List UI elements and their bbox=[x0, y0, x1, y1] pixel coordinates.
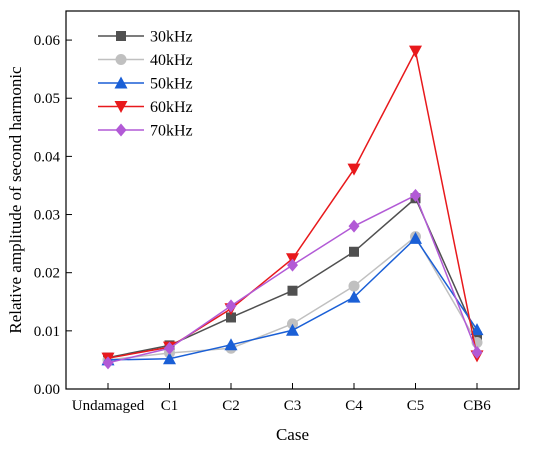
y-tick-label: 0.04 bbox=[34, 149, 61, 165]
legend-item-40kHz: 40kHz bbox=[98, 52, 193, 69]
y-tick-label: 0.03 bbox=[34, 208, 60, 224]
series-group bbox=[101, 45, 484, 370]
data-point bbox=[348, 219, 360, 233]
series-70kHz bbox=[102, 188, 483, 370]
series-50kHz bbox=[101, 231, 484, 366]
y-axis: 0.00 0.01 0.02 0.03 0.04 0.05 0.06 bbox=[34, 33, 72, 398]
data-point bbox=[163, 352, 176, 365]
x-tick-label: C1 bbox=[161, 398, 179, 414]
data-point bbox=[349, 246, 359, 257]
x-tick-label: CB6 bbox=[463, 398, 491, 414]
legend-label: 50kHz bbox=[150, 76, 193, 93]
legend-label: 70kHz bbox=[150, 123, 193, 140]
y-tick-label: 0.06 bbox=[34, 33, 61, 49]
y-axis-title: Relative amplitude of second harmonic bbox=[6, 66, 25, 334]
x-axis: Undamaged C1 C2 C3 C4 C5 CB6 bbox=[72, 383, 491, 414]
data-point bbox=[116, 31, 126, 41]
data-point bbox=[114, 76, 128, 89]
series-line bbox=[107, 194, 478, 364]
data-point bbox=[471, 345, 483, 359]
legend-item-30kHz: 30kHz bbox=[98, 29, 193, 46]
x-tick-label: C2 bbox=[222, 398, 240, 414]
data-point bbox=[410, 188, 421, 202]
series-line bbox=[107, 48, 478, 359]
data-point bbox=[114, 101, 128, 113]
data-point bbox=[115, 54, 127, 65]
series-60kHz bbox=[101, 45, 484, 365]
data-point bbox=[347, 290, 361, 303]
y-tick-label: 0.02 bbox=[34, 266, 60, 282]
data-point bbox=[409, 45, 422, 58]
y-tick-label: 0.00 bbox=[34, 382, 60, 398]
data-point bbox=[470, 323, 484, 336]
data-point bbox=[164, 341, 175, 355]
x-axis-title: Case bbox=[276, 425, 309, 444]
x-tick-label: C4 bbox=[345, 398, 363, 414]
data-point bbox=[287, 258, 298, 272]
legend-label: 30kHz bbox=[150, 29, 193, 46]
data-point bbox=[472, 331, 482, 342]
y-tick-label: 0.05 bbox=[34, 91, 60, 107]
legend-label: 40kHz bbox=[150, 52, 193, 69]
data-point bbox=[115, 123, 127, 137]
data-point bbox=[226, 312, 236, 323]
legend-item-60kHz: 60kHz bbox=[98, 99, 193, 116]
y-tick-label: 0.01 bbox=[34, 324, 60, 340]
data-point bbox=[347, 163, 361, 176]
legend-label: 60kHz bbox=[150, 99, 193, 116]
data-point bbox=[286, 323, 299, 336]
series-40kHz bbox=[102, 231, 483, 366]
data-point bbox=[102, 356, 114, 370]
legend-item-70kHz: 70kHz bbox=[98, 123, 193, 140]
legend-item-50kHz: 50kHz bbox=[98, 76, 193, 93]
x-tick-label: Undamaged bbox=[72, 398, 145, 414]
data-point bbox=[224, 338, 238, 351]
data-point bbox=[287, 285, 298, 296]
data-point bbox=[409, 231, 422, 244]
data-point bbox=[225, 299, 237, 313]
x-tick-label: C3 bbox=[284, 398, 302, 414]
legend: 30kHz 40kHz 50kHz 60kHz 70kHz bbox=[98, 29, 193, 140]
x-tick-label: C5 bbox=[407, 398, 425, 414]
data-point bbox=[348, 280, 360, 292]
